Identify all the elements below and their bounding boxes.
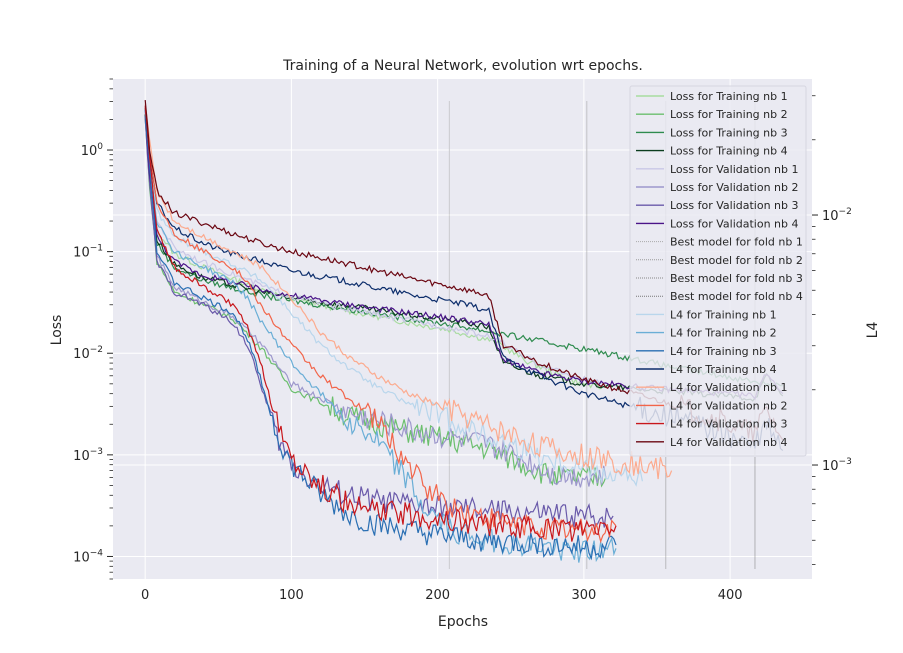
x-axis-label: Epochs xyxy=(438,614,488,630)
legend-item-11: Best model for fold nb 3 xyxy=(670,272,803,285)
legend-item-18: L4 for Validation nb 2 xyxy=(670,399,788,412)
series-line-9 xyxy=(144,103,643,487)
legend-item-15: L4 for Training nb 3 xyxy=(670,345,777,358)
y-axis-label-left: Loss xyxy=(49,315,65,346)
right-tick-label: 10−3 xyxy=(822,457,852,474)
right-tick-label: 10−2 xyxy=(822,207,852,224)
series-line-7 xyxy=(144,116,614,529)
left-tick-label: 10−1 xyxy=(73,244,103,261)
series-line-6 xyxy=(144,119,607,488)
x-tick-label: 100 xyxy=(279,588,304,603)
left-tick-label: 100 xyxy=(81,142,104,159)
series-line-13 xyxy=(144,103,673,480)
left-tick-label: 10−4 xyxy=(73,548,103,565)
legend: Loss for Training nb 1 Loss for Training … xyxy=(629,85,807,457)
legend-item-19: L4 for Validation nb 3 xyxy=(670,418,788,431)
series-line-14 xyxy=(144,107,617,544)
legend-item-17: L4 for Validation nb 1 xyxy=(670,381,788,394)
legend-item-14: L4 for Training nb 2 xyxy=(670,327,777,340)
legend-item-12: Best model for fold nb 4 xyxy=(670,290,803,303)
legend-item-2: Loss for Training nb 2 xyxy=(670,108,788,121)
legend-item-9: Best model for fold nb 1 xyxy=(670,236,803,249)
legend-item-10: Best model for fold nb 2 xyxy=(670,254,803,267)
legend-item-7: Loss for Validation nb 3 xyxy=(670,199,799,212)
legend-item-1: Loss for Training nb 1 xyxy=(670,90,788,103)
legend-item-5: Loss for Validation nb 1 xyxy=(670,163,799,176)
x-tick-label: 300 xyxy=(571,588,596,603)
x-tick-label: 0 xyxy=(141,588,149,603)
x-tick-label: 200 xyxy=(425,588,450,603)
x-axis-ticks: 0 100 200 300 400 xyxy=(141,588,742,603)
legend-item-8: Loss for Validation nb 4 xyxy=(670,217,799,230)
chart-title: Training of a Neural Network, evolution … xyxy=(282,58,643,74)
legend-item-16: L4 for Training nb 4 xyxy=(670,363,777,376)
left-tick-label: 10−3 xyxy=(73,447,103,464)
legend-item-13: L4 for Training nb 1 xyxy=(670,308,777,321)
x-tick-label: 400 xyxy=(718,588,743,603)
left-axis-ticks: 100 10−1 10−2 10−3 10−4 xyxy=(73,78,113,580)
series-line-10 xyxy=(144,109,617,563)
series-line-11 xyxy=(144,115,617,561)
y-axis-label-right: L4 xyxy=(865,322,881,339)
legend-box xyxy=(629,85,807,457)
legend-item-3: Loss for Training nb 3 xyxy=(670,126,788,139)
right-axis-ticks: 10−2 10−3 xyxy=(812,95,852,565)
legend-item-20: L4 for Validation nb 4 xyxy=(670,436,788,449)
legend-item-4: Loss for Training nb 4 xyxy=(670,145,788,158)
series-line-15 xyxy=(144,105,617,542)
legend-item-6: Loss for Validation nb 2 xyxy=(670,181,799,194)
left-tick-label: 10−2 xyxy=(73,345,103,362)
